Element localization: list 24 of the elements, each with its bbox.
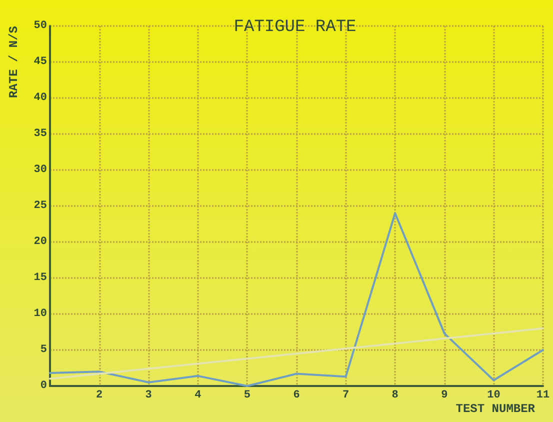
x-tick-label: 3 [145, 390, 152, 402]
x-axis-title: TEST NUMBER [456, 402, 536, 416]
chart-title: FATIGUE RATE [234, 18, 356, 37]
y-tick-label: 5 [40, 344, 48, 356]
y-tick-label: 15 [34, 272, 48, 284]
y-tick-label: 45 [34, 56, 48, 68]
y-tick-label: 35 [34, 128, 48, 140]
x-tick-label: 6 [293, 390, 300, 402]
y-tick-label: 10 [34, 308, 47, 320]
y-tick-label: 30 [34, 164, 47, 176]
x-tick-label: 11 [536, 390, 550, 402]
y-tick-label: 40 [34, 92, 47, 104]
y-tick-label: 0 [40, 380, 47, 392]
y-tick-label: 20 [34, 236, 47, 248]
y-axis-title: RATE / N/S [7, 26, 21, 98]
x-tick-label: 7 [342, 390, 350, 402]
y-tick-label: 25 [34, 200, 48, 212]
x-tick-label: 4 [194, 390, 202, 402]
x-tick-label: 5 [244, 390, 251, 402]
y-tick-label: 50 [34, 20, 47, 32]
x-tick-label: 9 [441, 390, 448, 402]
x-tick-label: 8 [392, 390, 399, 402]
x-tick-label: 2 [96, 390, 103, 402]
x-tick-label: 10 [487, 390, 500, 402]
